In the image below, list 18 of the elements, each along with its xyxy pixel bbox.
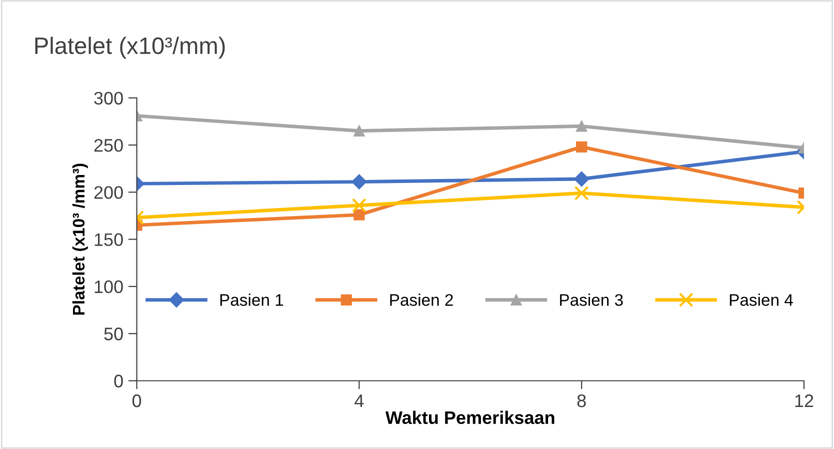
y-axis-title: Platelet (x10³ /mm³)	[72, 164, 88, 315]
y-tick-label: 50	[104, 328, 123, 340]
chart-title: Platelet (x10³/mm)	[35, 36, 225, 59]
x-tick-label: 12	[795, 394, 814, 408]
y-tick-label: 0	[114, 374, 123, 388]
x-axis-title: Waktu Pemeriksaan	[385, 410, 554, 424]
y-tick-label: 100	[94, 280, 123, 294]
legend-label: Pasien 3	[560, 294, 623, 306]
y-tick-label: 250	[94, 138, 123, 152]
x-tick-label: 8	[577, 394, 586, 408]
x-tick-label: 0	[132, 394, 142, 408]
y-tick-label: 150	[94, 233, 123, 246]
legend-label: Pasien 2	[390, 294, 453, 306]
legend-label: Pasien 4	[730, 294, 793, 306]
legend-label: Pasien 1	[220, 294, 284, 306]
y-tick-label: 300	[94, 92, 123, 105]
x-tick-label: 4	[354, 394, 364, 408]
y-tick-label: 200	[94, 186, 123, 199]
